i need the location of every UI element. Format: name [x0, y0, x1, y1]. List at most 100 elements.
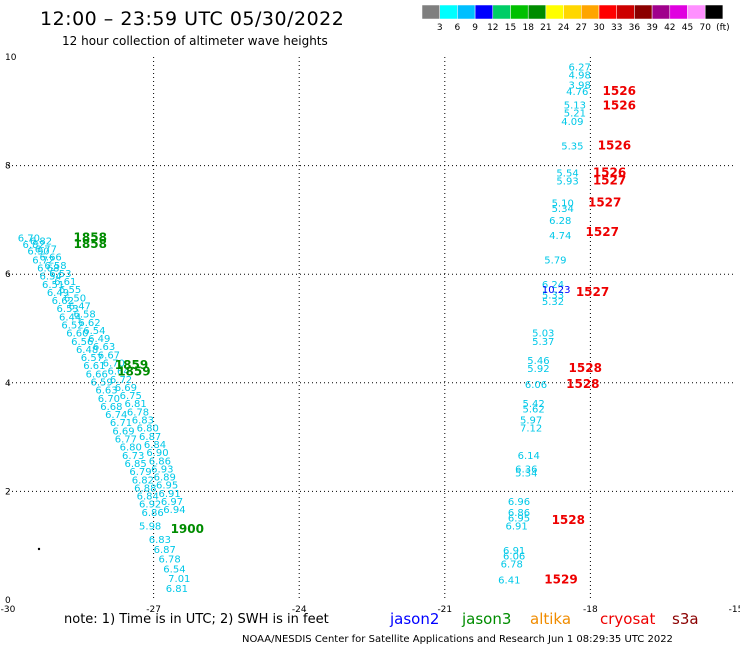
wave-height-label: 6.44: [59, 312, 81, 323]
pass-time-label: 1859: [115, 358, 148, 372]
pass-time-label: 1527: [576, 285, 609, 299]
wave-height-label: 4.74: [549, 231, 571, 242]
colorbar-label: 42: [664, 23, 675, 33]
x-tick-label: -30: [1, 605, 16, 615]
wave-height-label: 6.56: [71, 337, 93, 348]
wave-height-label: 5.35: [561, 141, 583, 152]
wave-height-label: 6.86: [508, 508, 530, 519]
wave-height-label: 6.92: [139, 500, 161, 511]
colorbar-label: 45: [682, 23, 693, 33]
wave-height-label: 6.68: [100, 402, 122, 413]
wave-height-label: 6.60: [66, 329, 88, 340]
wave-height-label: 5.21: [564, 109, 586, 120]
pass-time-label: 1528: [552, 513, 585, 527]
wave-height-label: 6.67: [98, 350, 120, 361]
colorbar-swatch: [527, 4, 547, 20]
wave-height-label: 6.06: [525, 380, 547, 391]
wave-height-label: 6.87: [154, 545, 176, 556]
wave-height-label: 6.61: [83, 361, 105, 372]
colorbar-label: 39: [646, 23, 658, 33]
wave-height-label: 6.58: [74, 310, 96, 321]
colorbar-label: 27: [576, 23, 587, 33]
wave-height-label: 6.48: [76, 345, 98, 356]
wave-height-label: 6.70: [98, 394, 120, 405]
colorbar-label: 30: [593, 23, 605, 33]
grid: [8, 57, 736, 600]
stray-point: [37, 547, 41, 551]
wave-height-label: 6.83: [149, 535, 171, 546]
colorbar-label: 6: [455, 23, 461, 33]
y-tick-label: 10: [5, 53, 17, 63]
wave-height-label: 6.69: [112, 426, 134, 437]
axes: -30 -27 -24 -21 -18 -15 0 2 4 6 8 10: [1, 53, 740, 615]
wave-height-label: 3.98: [569, 80, 591, 91]
colorbar-label: 18: [522, 23, 534, 33]
wave-height-label: 5.98: [139, 521, 161, 532]
colorbar-label: (ft): [716, 23, 730, 33]
wave-height-label: 5.34: [515, 469, 537, 480]
y-tick-label: 2: [5, 487, 11, 497]
pass-time-label: 1900: [171, 522, 204, 536]
wave-height-label: 5.93: [556, 177, 578, 188]
wave-height-label: 5.13: [564, 101, 586, 112]
wave-height-label: 5.32: [542, 297, 564, 308]
wave-height-label: 6.63: [93, 342, 115, 353]
pass-time-label: 1527: [588, 195, 621, 209]
pass-time-label: 1858: [74, 231, 107, 245]
wave-height-label: 5.33: [542, 291, 564, 302]
wave-height-label: 6.54: [163, 564, 185, 575]
colorbar-swatch: [687, 4, 706, 20]
wave-height-label: 6.95: [508, 513, 530, 524]
wave-height-label: 6.88: [134, 483, 156, 494]
pass-time-label: 1528: [566, 377, 599, 391]
wave-height-label: 6.71: [110, 418, 132, 429]
page-title: 12:00 – 23:59 UTC 05/30/2022: [40, 8, 345, 30]
wave-height-label: 6.14: [518, 451, 540, 462]
legend-altika: altika: [530, 610, 572, 628]
wave-height-label: 6.96: [508, 497, 530, 508]
colorbar-label: 12: [487, 23, 498, 33]
y-tick-label: 0: [5, 596, 11, 606]
wave-height-label: 6.85: [124, 459, 146, 470]
colorbar-swatch: [492, 4, 511, 20]
wave-height-label: 6.59: [91, 378, 113, 389]
wave-height-label: 6.90: [27, 247, 49, 258]
chart-marks: 6.706.826.906.726.686.546.516.496.626.53…: [18, 63, 636, 595]
pass-time-label: 1529: [544, 573, 577, 587]
y-tick-label: 8: [5, 162, 11, 172]
pass-time-label: 1527: [586, 225, 619, 239]
colorbar-swatch: [545, 4, 564, 20]
wave-height-label: 6.78: [127, 407, 149, 418]
wave-height-label: 6.50: [64, 293, 86, 304]
colorbar-label: 24: [558, 23, 570, 33]
wave-height-label: 6.90: [146, 448, 168, 459]
wave-height-label: 6.84: [137, 492, 159, 503]
colorbar-swatch: [651, 4, 671, 20]
wave-height-label: 6.79: [129, 467, 151, 478]
wave-height-label: 6.78: [158, 555, 180, 566]
pass-time-label: 1526: [593, 165, 626, 179]
colorbar-label: 3: [437, 23, 443, 33]
wave-height-label: 5.79: [544, 255, 566, 266]
wave-height-label: 6.86: [149, 456, 171, 467]
wave-height-label: 6.82: [23, 240, 45, 251]
wave-height-label: 6.84: [144, 440, 166, 451]
wave-height-label: 4.76: [566, 87, 588, 98]
colorbar-swatch: [669, 4, 688, 20]
pass-time-label: 1526: [603, 99, 636, 113]
colorbar-label: 15: [505, 23, 516, 33]
wave-height-label: 6.66: [40, 253, 62, 264]
pass-time-label: 1528: [569, 361, 602, 375]
wave-height-label: 6.24: [542, 280, 564, 291]
colorbar-swatch: [457, 4, 476, 20]
wave-height-label: 6.52: [61, 321, 83, 332]
wave-height-label: 6.51: [42, 280, 64, 291]
wave-height-label: 6.36: [515, 464, 537, 475]
wave-height-label: 4.09: [561, 117, 583, 128]
wave-height-label: 6.47: [69, 301, 91, 312]
pass-time-label: 1859: [117, 365, 150, 379]
wave-height-label: 6.57: [81, 353, 103, 364]
wave-height-label: 6.91: [503, 546, 525, 557]
wave-height-label: 6.86: [141, 508, 163, 519]
